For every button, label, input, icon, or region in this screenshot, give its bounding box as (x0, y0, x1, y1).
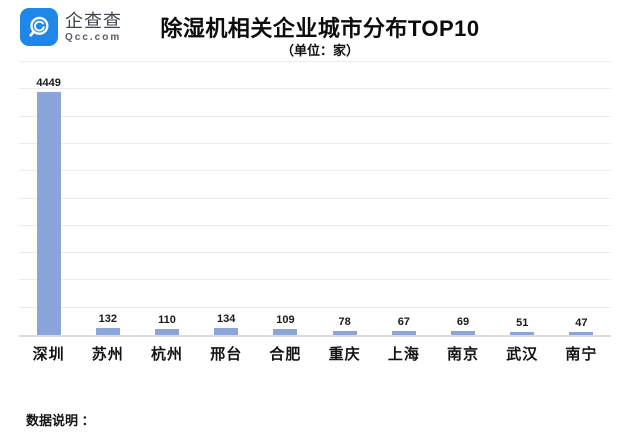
x-axis-label: 合肥 (269, 346, 302, 363)
page-title: 除湿机相关企业城市分布TOP10 (160, 16, 480, 41)
bar-南京 (451, 331, 476, 335)
bar-slot: 47 (552, 62, 611, 335)
notes-heading: 数据说明 ： (26, 413, 95, 428)
gridline (19, 142, 611, 144)
x-axis-label: 武汉 (506, 346, 539, 363)
x-axis-label: 南宁 (565, 346, 598, 363)
qcc-logo: 企查查 Qcc.com (20, 8, 122, 46)
bar-value-label: 4449 (36, 77, 61, 89)
x-axis-label: 南京 (447, 346, 480, 363)
bar-value-label: 47 (575, 317, 588, 329)
bar-value-label: 132 (98, 313, 117, 325)
bar-value-label: 110 (158, 314, 176, 326)
bar-slot: 67 (374, 62, 433, 335)
bar-value-label: 67 (397, 316, 410, 328)
gridline (19, 88, 611, 90)
bar-重庆 (332, 331, 357, 335)
x-axis-label: 苏州 (91, 346, 124, 363)
bar-邢台 (214, 328, 239, 335)
gridline (19, 306, 611, 308)
bar-武汉 (510, 332, 535, 335)
gridline (19, 115, 611, 117)
x-axis-label: 上海 (387, 346, 420, 363)
bar-slot: 109 (256, 62, 315, 335)
bar-slot: 78 (315, 62, 374, 335)
bar-苏州 (95, 328, 120, 335)
qcc-logo-text: 企查查 Qcc.com (65, 11, 122, 43)
brand-name: 企查查 (65, 11, 122, 31)
x-axis-label: 重庆 (328, 346, 361, 363)
gridline (19, 224, 611, 226)
bar-slot: 110 (137, 62, 196, 335)
bar-value-label: 69 (456, 316, 470, 328)
bar-slot: 69 (433, 62, 492, 335)
gridline (19, 197, 611, 199)
bar-杭州 (155, 329, 179, 335)
bar-深圳 (36, 92, 61, 335)
bar-上海 (391, 331, 416, 335)
x-axis-label: 杭州 (151, 346, 184, 363)
brand-domain: Qcc.com (65, 32, 122, 43)
x-axis-label: 邢台 (210, 346, 243, 363)
chart-unit-label: （单位：家） (280, 43, 359, 58)
bar-合肥 (273, 329, 298, 335)
data-notes: 数据说明 ： 1、仅统计企业名、产品、经营范围含“除湿机”的在业、存续企业 2、… (26, 372, 397, 437)
bar-value-label: 134 (217, 313, 236, 325)
gridline (19, 279, 611, 281)
bar-value-label: 109 (276, 314, 295, 326)
bar-value-label: 51 (516, 317, 529, 329)
bar-slot: 4449 (19, 62, 78, 335)
qcc-magnifier-icon (20, 8, 58, 46)
x-axis-label: 深圳 (32, 346, 65, 363)
bar-slot: 132 (78, 62, 137, 335)
bar-slot: 134 (197, 62, 256, 335)
x-axis-labels: 深圳 苏州 杭州 邢台 合肥 重庆 上海 南京 武汉 南宁 (19, 343, 611, 364)
gridline (19, 252, 611, 254)
bar-value-label: 78 (338, 316, 351, 328)
gridline (19, 61, 611, 62)
bar-南宁 (569, 332, 594, 335)
bar-slot: 51 (493, 62, 552, 335)
plot-area: 4449 132 110 134 109 78 67 69 51 47 (19, 61, 611, 337)
gridline (19, 170, 611, 172)
